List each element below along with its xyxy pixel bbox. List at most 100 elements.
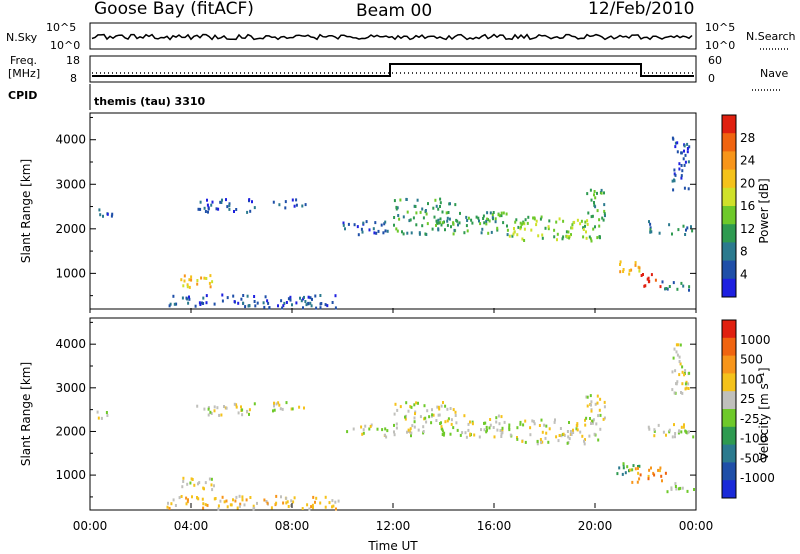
echo-cell <box>211 280 214 284</box>
echo-cell <box>594 225 596 229</box>
echo-cell <box>239 502 242 506</box>
echo-cell <box>199 200 202 204</box>
echo-cell <box>490 230 493 234</box>
echo-cell <box>589 237 592 241</box>
echo-cell <box>273 404 275 408</box>
echo-cell <box>593 432 596 436</box>
echo-cell <box>399 405 402 409</box>
echo-cell <box>672 356 675 360</box>
echo-cell <box>191 495 193 499</box>
echo-cell <box>688 285 691 289</box>
echo-cell <box>200 276 203 280</box>
echo-cell <box>185 502 188 506</box>
echo-cell <box>431 227 434 231</box>
echo-cell <box>650 273 653 277</box>
echo-cell <box>685 380 688 384</box>
echo-cell <box>588 235 591 239</box>
echo-cell <box>491 216 494 220</box>
colorbar-segment <box>722 206 736 225</box>
echo-cell <box>242 301 245 305</box>
echo-cell <box>469 420 471 424</box>
echo-cell <box>499 429 502 433</box>
echo-cell <box>583 439 585 443</box>
y-tick-label: 3000 <box>55 381 86 395</box>
echo-cell <box>677 343 680 347</box>
echo-cell <box>346 430 349 434</box>
echo-cell <box>217 207 220 211</box>
colorbar-segment <box>722 462 736 481</box>
echo-cell <box>267 301 270 305</box>
echo-cell <box>393 430 395 434</box>
echo-cell <box>684 160 687 164</box>
echo-cell <box>676 380 679 384</box>
echo-cell <box>559 427 562 430</box>
echo-cell <box>449 202 451 206</box>
echo-cell <box>205 301 208 305</box>
colorbar-segment <box>722 391 736 410</box>
echo-cell <box>450 418 453 422</box>
echo-cell <box>342 221 345 225</box>
echo-cell <box>604 214 606 218</box>
echo-cell <box>671 370 674 374</box>
echo-cell <box>657 468 660 472</box>
colorbar-tick-label: 8 <box>740 245 748 259</box>
echo-cell <box>248 412 250 416</box>
echo-cell <box>240 297 243 301</box>
echo-cell <box>168 506 171 510</box>
echo-cell <box>571 226 574 230</box>
echo-cell <box>263 498 266 502</box>
echo-cell <box>599 397 602 401</box>
echo-cell <box>467 422 470 426</box>
echo-cell <box>315 496 318 500</box>
echo-cell <box>100 416 103 420</box>
echo-cell <box>96 410 99 414</box>
echo-cell <box>264 295 267 299</box>
echo-cell <box>216 406 219 410</box>
echo-cell <box>626 465 629 469</box>
echo-cell <box>304 203 307 207</box>
echo-cell <box>442 433 445 437</box>
echo-cell <box>248 408 251 412</box>
echo-cell <box>632 464 635 468</box>
echo-cell <box>439 205 441 208</box>
colorbar-tick-label: 100 <box>740 372 763 386</box>
echo-cell <box>489 211 492 215</box>
echo-cell <box>407 428 410 432</box>
echo-cell <box>480 428 482 432</box>
echo-cell <box>284 200 287 204</box>
echo-cell <box>382 231 385 235</box>
echo-cell <box>424 416 427 420</box>
echo-cell <box>368 228 371 232</box>
echo-cell <box>553 228 556 232</box>
echo-cell <box>647 425 650 429</box>
echo-cell <box>435 219 438 223</box>
echo-cell <box>185 296 188 300</box>
echo-cell <box>305 303 308 307</box>
echo-cell <box>536 439 539 443</box>
colorbar-frame <box>721 319 737 499</box>
echo-cell <box>519 420 522 424</box>
echo-cell <box>681 169 684 173</box>
echo-cell <box>508 423 511 427</box>
echo-cell <box>685 228 687 232</box>
echo-cell <box>406 210 409 214</box>
echo-cell <box>582 235 585 239</box>
echo-cell <box>643 284 646 288</box>
echo-cell <box>253 300 256 303</box>
echo-cell <box>603 405 606 409</box>
echo-cell <box>516 233 519 237</box>
echo-cell <box>106 414 109 417</box>
echo-cell <box>584 220 587 224</box>
echo-cell <box>678 162 681 166</box>
echo-cell <box>506 233 509 237</box>
echo-cell <box>683 186 686 190</box>
echo-cell <box>393 199 396 203</box>
echo-cell <box>240 405 242 409</box>
echo-cell <box>555 435 558 439</box>
echo-cell <box>494 220 497 224</box>
echo-cell <box>619 270 622 274</box>
freq-series <box>92 63 694 77</box>
echo-cell <box>182 476 185 480</box>
echo-cell <box>210 203 213 207</box>
echo-cell <box>204 503 207 507</box>
